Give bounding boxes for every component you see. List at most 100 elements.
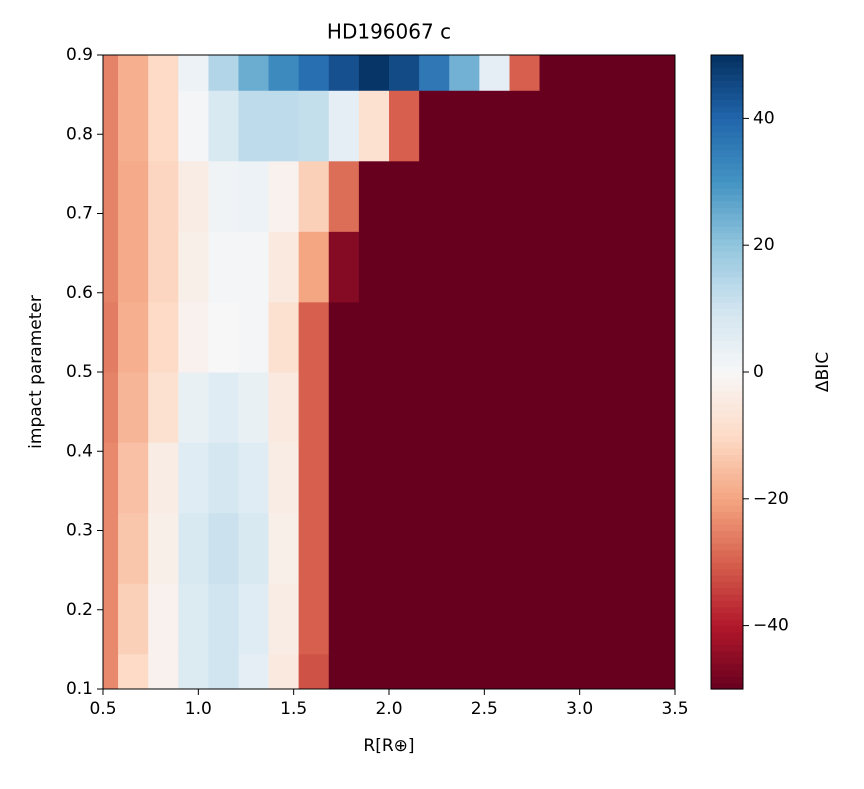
colorbar-segment <box>711 663 743 671</box>
heatmap-cell <box>268 372 300 443</box>
heatmap-cell <box>389 231 420 303</box>
heatmap-cell <box>178 372 209 443</box>
heatmap-cell <box>178 55 209 91</box>
colorbar-segment <box>711 581 743 589</box>
colorbar-segment <box>711 276 743 284</box>
colorbar-segment <box>711 143 743 151</box>
heatmap-cell <box>659 583 675 655</box>
colorbar-segment <box>711 625 743 633</box>
heatmap-cell <box>298 442 330 514</box>
colorbar-segment <box>711 289 743 297</box>
colorbar-segment <box>711 232 743 240</box>
heatmap-cell <box>358 372 390 443</box>
chart-title: HD196067 c <box>327 20 451 44</box>
heatmap-cell <box>599 301 631 373</box>
heatmap-cell <box>599 512 631 584</box>
y-tick-label: 0.8 <box>66 124 93 144</box>
heatmap-cell <box>268 231 300 303</box>
heatmap-cell <box>599 231 631 303</box>
colorbar-segment <box>711 524 743 532</box>
colorbar-segment <box>711 391 743 398</box>
colorbar-tick-label: 40 <box>753 108 775 128</box>
heatmap-cell <box>449 372 480 443</box>
colorbar-segment <box>711 137 743 145</box>
colorbar-segment <box>711 562 743 570</box>
heatmap-cell <box>419 583 450 655</box>
heatmap-cell <box>358 90 390 162</box>
colorbar-segment <box>711 295 743 303</box>
colorbar-segment <box>711 498 743 506</box>
heatmap-cell <box>298 90 330 162</box>
colorbar-segment <box>711 657 743 665</box>
heatmap-cell <box>509 442 541 514</box>
colorbar-label: ΔBIC <box>813 352 833 392</box>
colorbar-segment <box>711 486 743 494</box>
heatmap-cell <box>479 653 511 689</box>
heatmap-cell <box>539 442 571 514</box>
heatmap-cell <box>298 160 330 232</box>
colorbar-segment <box>711 568 743 576</box>
colorbar-segment <box>711 314 743 322</box>
colorbar-segment <box>711 511 743 519</box>
heatmap-cell <box>118 653 149 689</box>
heatmap-cell <box>268 301 300 373</box>
heatmap-cell <box>268 512 300 584</box>
colorbar-segment <box>711 397 743 405</box>
heatmap-cell <box>238 583 269 655</box>
colorbar-segment <box>711 219 743 227</box>
heatmap-cell <box>118 583 149 655</box>
colorbar-segment <box>711 238 743 246</box>
colorbar-segment <box>711 435 743 443</box>
colorbar-segment <box>711 669 743 677</box>
colorbar-segment <box>711 188 743 196</box>
colorbar-segment <box>711 492 743 500</box>
heatmap-cell <box>389 583 420 655</box>
colorbar-segment <box>711 422 743 430</box>
heatmap-cell <box>599 55 631 91</box>
heatmap-cell <box>569 372 601 443</box>
colorbar-segment <box>711 283 743 291</box>
heatmap-cell <box>328 301 360 373</box>
heatmap-cell <box>118 90 149 162</box>
heatmap-cell <box>238 301 269 373</box>
colorbar-segment <box>711 606 743 614</box>
heatmap-cell <box>208 301 239 373</box>
heatmap-cell <box>569 90 601 162</box>
heatmap-cell <box>178 90 209 162</box>
heatmap-cell <box>298 301 330 373</box>
heatmap-cell <box>148 90 179 162</box>
heatmap-cell <box>238 653 269 689</box>
x-tick-label: 2.0 <box>375 699 402 719</box>
heatmap-cell <box>419 160 450 232</box>
heatmap-cell <box>539 301 571 373</box>
heatmap-cell <box>569 301 601 373</box>
heatmap-cell <box>659 231 675 303</box>
heatmap-cell <box>389 372 420 443</box>
heatmap-cell <box>389 653 420 689</box>
colorbar-segment <box>711 416 743 424</box>
heatmap-cell <box>268 90 300 162</box>
colorbar-segment <box>711 441 743 449</box>
heatmap-cell <box>238 55 269 91</box>
heatmap-cell <box>358 653 390 689</box>
heatmap-cell <box>328 231 360 303</box>
colorbar-segment <box>711 194 743 202</box>
x-tick-label: 1.0 <box>185 699 212 719</box>
colorbar-segment <box>711 612 743 620</box>
colorbar-tick-label: 20 <box>753 235 775 255</box>
heatmap-cell <box>389 160 420 232</box>
heatmap-cell <box>569 512 601 584</box>
heatmap-cell <box>629 372 661 443</box>
heatmap-cell <box>358 512 390 584</box>
heatmap-cell <box>208 442 239 514</box>
heatmap-cell <box>238 231 269 303</box>
heatmap-cell <box>298 583 330 655</box>
y-axis-label: impact parameter <box>26 295 46 449</box>
heatmap-cell <box>328 442 360 514</box>
heatmap-cell <box>238 90 269 162</box>
heatmap-cell <box>208 231 239 303</box>
heatmap-cell <box>509 301 541 373</box>
colorbar-segment <box>711 175 743 183</box>
heatmap-cell <box>569 583 601 655</box>
heatmap-cell <box>629 442 661 514</box>
